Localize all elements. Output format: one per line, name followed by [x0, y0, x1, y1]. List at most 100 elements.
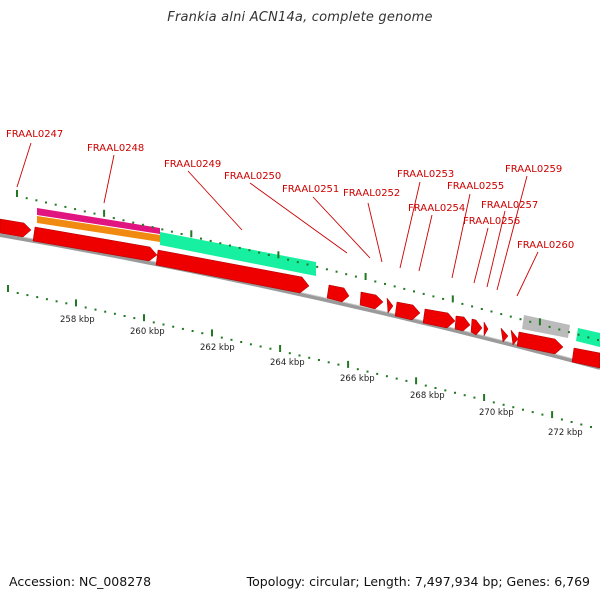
gene-arrow[interactable] — [155, 249, 310, 294]
gene-label[interactable]: FRAAL0253 — [397, 169, 454, 180]
minor-tick — [570, 421, 573, 423]
gene-arrow[interactable] — [32, 226, 158, 262]
gene-arrow[interactable] — [571, 347, 600, 369]
minor-tick — [480, 308, 483, 310]
minor-tick — [587, 336, 590, 339]
major-tick — [143, 314, 145, 322]
minor-tick — [123, 315, 126, 317]
minor-tick — [522, 408, 524, 411]
gene-arrow[interactable] — [326, 284, 350, 303]
minor-tick — [25, 197, 28, 200]
gene-arrow[interactable] — [510, 329, 519, 346]
minor-tick — [141, 223, 144, 226]
minor-tick — [248, 249, 251, 252]
minor-tick — [104, 310, 107, 313]
minor-tick — [36, 296, 39, 299]
gene-label[interactable]: FRAAL0247 — [6, 129, 63, 140]
gene-label[interactable]: FRAAL0260 — [517, 240, 574, 251]
minor-tick — [422, 292, 425, 295]
minor-tick — [531, 411, 534, 414]
minor-tick — [366, 370, 369, 373]
genome-backbone — [0, 233, 600, 370]
gene-arrow[interactable] — [500, 327, 509, 343]
minor-tick — [180, 233, 183, 235]
minor-tick — [337, 363, 340, 366]
gene-label[interactable]: FRAAL0249 — [164, 159, 221, 170]
major-tick — [211, 329, 213, 337]
minor-tick — [191, 330, 194, 332]
gene-arrow[interactable] — [359, 291, 384, 310]
minor-tick — [83, 210, 86, 213]
gene-arrow[interactable] — [470, 318, 483, 336]
minor-tick — [471, 305, 474, 308]
minor-tick — [152, 321, 155, 324]
minor-tick — [35, 199, 38, 202]
minor-tick — [316, 265, 319, 268]
feature-bar-grey — [522, 315, 570, 338]
gene-arrow[interactable] — [394, 301, 421, 321]
gene-label[interactable]: FRAAL0248 — [87, 143, 144, 154]
minor-tick — [288, 352, 291, 355]
minor-tick — [249, 343, 252, 346]
minor-tick — [122, 219, 125, 222]
minor-tick — [560, 418, 563, 421]
minor-tick — [548, 325, 551, 328]
minor-tick — [287, 258, 290, 261]
minor-tick — [220, 336, 223, 339]
minor-tick — [580, 423, 583, 426]
minor-tick — [512, 406, 515, 409]
minor-tick — [454, 391, 456, 394]
minor-tick — [567, 331, 570, 334]
minor-tick — [356, 368, 359, 371]
scale-label: 260 kbp — [130, 327, 165, 337]
major-tick — [279, 345, 282, 352]
major-tick — [103, 209, 106, 217]
minor-tick — [162, 323, 165, 326]
gene-label[interactable]: FRAAL0251 — [282, 184, 339, 195]
gene-arrow[interactable] — [454, 315, 471, 332]
major-tick — [483, 394, 486, 401]
minor-tick — [354, 275, 357, 278]
accession-text: Accession: NC_008278 — [9, 574, 152, 589]
gene-label[interactable]: FRAAL0257 — [481, 200, 538, 211]
scale-label: 262 kbp — [200, 343, 235, 353]
minor-tick — [558, 328, 561, 331]
minor-tick — [54, 203, 57, 206]
gene-label[interactable]: FRAAL0252 — [343, 188, 400, 199]
gene-arrow[interactable] — [516, 331, 564, 355]
major-tick — [347, 360, 350, 368]
scale-labels: 258 kbp 260 kbp 262 kbp 264 kbp 266 kbp … — [60, 315, 583, 438]
gene-arrow[interactable] — [386, 297, 394, 314]
minor-tick — [45, 298, 48, 301]
minor-tick — [269, 347, 272, 350]
minor-tick — [384, 282, 386, 285]
genome-title: Frankia alni ACN14a, complete genome — [167, 10, 433, 25]
minor-tick — [509, 315, 512, 318]
major-tick — [16, 190, 18, 197]
gene-label[interactable]: FRAAL0250 — [224, 171, 281, 182]
leader-line — [486, 210, 506, 288]
gene-label[interactable]: FRAAL0254 — [408, 203, 465, 214]
gene-arrow[interactable] — [483, 321, 489, 337]
leader-line — [16, 142, 32, 188]
minor-tick — [16, 292, 19, 294]
leader-line — [312, 196, 371, 259]
leader-line — [418, 214, 433, 272]
minor-tick — [172, 325, 175, 328]
minor-tick — [395, 377, 398, 380]
gene-arrow[interactable] — [422, 308, 456, 329]
gene-label[interactable]: FRAAL0256 — [463, 216, 520, 227]
minor-tick — [161, 228, 164, 231]
feature-bar-orange — [37, 216, 160, 242]
minor-tick — [529, 320, 532, 323]
minor-tick — [327, 361, 330, 364]
leader-line — [451, 193, 471, 279]
minor-tick — [55, 300, 58, 303]
minor-tick — [519, 318, 522, 321]
minor-tick — [65, 302, 68, 305]
gene-arrow[interactable] — [0, 218, 32, 238]
minor-tick — [405, 379, 408, 382]
gene-label[interactable]: FRAAL0255 — [447, 181, 504, 192]
feature-bar-magenta — [37, 208, 160, 234]
gene-label[interactable]: FRAAL0259 — [505, 164, 562, 175]
